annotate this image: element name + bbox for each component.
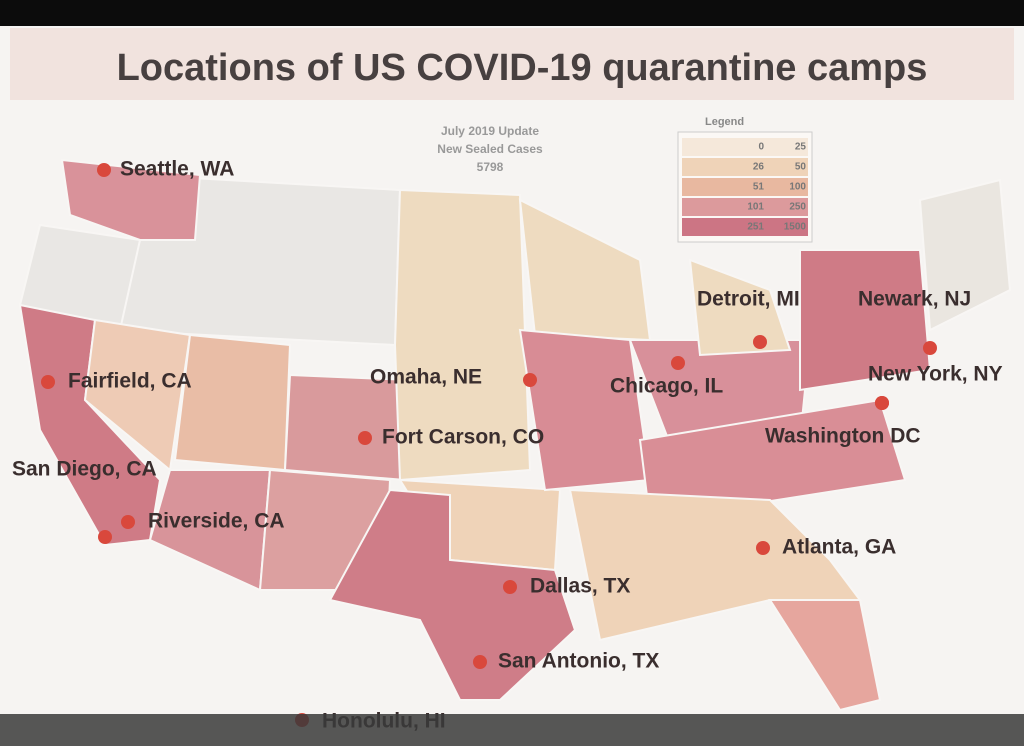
city-label: Washington DC: [765, 425, 921, 448]
legend-from: 51: [753, 182, 765, 193]
legend-from: 0: [758, 142, 764, 153]
legend-to: 25: [795, 142, 807, 153]
top-strip: [0, 0, 1024, 26]
city-dot: [97, 163, 111, 177]
city-label: Atlanta, GA: [782, 536, 896, 559]
bottom-bar: [0, 714, 1024, 746]
city-dot: [523, 373, 537, 387]
city-label: Omaha, NE: [370, 366, 482, 389]
city-dot: [753, 335, 767, 349]
city-label: San Diego, CA: [12, 458, 157, 481]
city-label: Riverside, CA: [148, 510, 285, 533]
title: Locations of US COVID-19 quarantine camp…: [117, 47, 928, 89]
legend-from: 26: [753, 162, 765, 173]
states: [18, 158, 1012, 712]
city-dot: [756, 541, 770, 555]
city-dot: [98, 530, 112, 544]
title-band: [10, 28, 1014, 100]
update-note: July 2019 Update New Sealed Cases 5798: [437, 124, 543, 174]
legend-to: 100: [789, 182, 806, 193]
city-dot: [473, 655, 487, 669]
city-dot: [503, 580, 517, 594]
legend-to: 50: [795, 162, 807, 173]
legend-swatch: [682, 138, 808, 156]
city-dot: [671, 356, 685, 370]
city-dot: [875, 396, 889, 410]
city-dot: [358, 431, 372, 445]
legend: Legend 0 25 26 50 51 100 101 250 251 1500: [677, 116, 813, 243]
city-label: Chicago, IL: [610, 375, 723, 398]
legend-swatch: [682, 198, 808, 216]
legend-swatch: [682, 158, 808, 176]
city-dot: [121, 515, 135, 529]
city-label: San Antonio, TX: [498, 650, 659, 673]
update-line: 5798: [477, 160, 504, 174]
legend-title: Legend: [705, 116, 744, 128]
city-label: Fort Carson, CO: [382, 426, 544, 449]
update-line: New Sealed Cases: [437, 142, 543, 156]
city-label: Dallas, TX: [530, 575, 630, 598]
city-label: Fairfield, CA: [68, 370, 192, 393]
legend-from: 101: [747, 202, 764, 213]
update-line: July 2019 Update: [441, 124, 539, 138]
legend-from: 251: [747, 222, 764, 233]
city-label: Detroit, MI: [697, 288, 800, 311]
city-label: New York, NY: [868, 363, 1003, 386]
city-label: Seattle, WA: [120, 158, 234, 181]
city-dot: [41, 375, 55, 389]
legend-swatch: [682, 218, 808, 236]
legend-to: 1500: [784, 222, 807, 233]
legend-swatch: [682, 178, 808, 196]
legend-to: 250: [789, 202, 806, 213]
city-label: Newark, NJ: [858, 288, 971, 311]
city-dot: [923, 341, 937, 355]
